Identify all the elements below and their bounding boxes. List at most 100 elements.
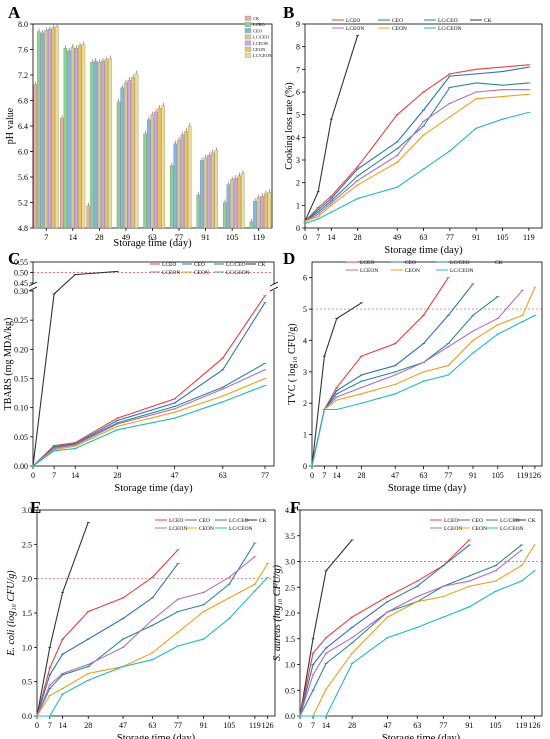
legend: LCEO CEO LC/CEO CK LCEON CEON LC/CEON xyxy=(150,262,266,276)
bar-ceon xyxy=(51,27,56,229)
x-tick-label: 7 xyxy=(322,471,326,480)
legend-label-lc-ceo: LC/CEO xyxy=(500,518,520,524)
bar-ceo xyxy=(67,50,71,229)
series-line-lc-ceon xyxy=(32,384,266,467)
x-tick-label: 63 xyxy=(419,471,427,480)
x-tick-label: 49 xyxy=(393,233,401,242)
x-tick-label: 63 xyxy=(420,233,428,242)
legend-swatch-ceon xyxy=(244,46,252,52)
y-tick-label: 0.20 xyxy=(14,345,28,354)
y-axis-label: TVC ( log₁₀ CFU/g) xyxy=(287,323,298,404)
bar-ck xyxy=(33,84,38,229)
bar-lc-ceo xyxy=(150,114,155,229)
legend-swatch-lc-ceo xyxy=(244,34,252,40)
axis-break-mask xyxy=(29,284,37,290)
bar-lc-ceo xyxy=(177,139,181,229)
x-tick-label: 28 xyxy=(113,471,121,480)
bar-ceo xyxy=(40,32,45,229)
series-line-lceon xyxy=(32,369,266,467)
legend-swatch-ck xyxy=(244,15,252,21)
series-line-ceon xyxy=(36,563,269,717)
x-tick-label: 91 xyxy=(469,471,477,480)
y-tick-label: 6.4 xyxy=(18,122,28,131)
x-tick-label: 77 xyxy=(444,471,452,480)
series-line-lceo xyxy=(304,64,529,222)
bar-lc-ceon xyxy=(81,44,86,229)
legend-label-ceon: CEON xyxy=(194,270,209,276)
axis-break-mark xyxy=(269,286,279,292)
bar-lceo xyxy=(249,221,254,229)
y-tick-label: 6.8 xyxy=(18,97,28,106)
series-line-lceo xyxy=(299,539,470,717)
y-tick-label: 0.5 xyxy=(285,686,295,695)
x-tick-label: 7 xyxy=(48,721,52,730)
bar-ck xyxy=(86,205,91,229)
x-tick-label: 0 xyxy=(31,471,35,480)
bar-lc-ceon xyxy=(241,173,245,229)
panel-label-f: F xyxy=(290,498,300,517)
series-line-lc-ceon xyxy=(304,111,529,224)
y-tick-label: 0.0 xyxy=(285,712,295,721)
y-tick-label: 3.5 xyxy=(285,532,295,541)
legend-label-lceon: LCEON xyxy=(169,526,187,532)
legend-label-lc-ceon: LC/CEON xyxy=(450,268,474,274)
x-tick-label: 7 xyxy=(52,471,56,480)
bar-lc-ceon xyxy=(55,26,59,229)
legend-label-lceon: LCEON xyxy=(360,268,378,274)
y-tick-label: 7 xyxy=(296,65,300,74)
y-tick-label: 8.0 xyxy=(18,20,28,29)
legend-label-ck: CK xyxy=(258,262,266,268)
x-tick-label: 126 xyxy=(262,721,274,730)
series-line-ck xyxy=(304,35,359,222)
bar-lceo xyxy=(90,62,94,229)
x-tick-label: 63 xyxy=(148,721,156,730)
bar-lc-ceo xyxy=(203,157,208,229)
x-tick-label: 0 xyxy=(35,721,39,730)
y-tick-label: 0 xyxy=(296,224,300,233)
series-line-lc-ceo xyxy=(311,296,499,467)
x-tick-label: 63 xyxy=(413,721,421,730)
bar-ceo xyxy=(173,143,178,229)
y-tick-label: 7.2 xyxy=(18,71,28,80)
y-tick-label: 0.00 xyxy=(14,462,28,471)
y-tick-label: 5 xyxy=(303,305,307,314)
y-tick-label: 2 xyxy=(296,179,300,188)
y-tick-label: 6 xyxy=(303,274,307,283)
legend: LCEO CEO LC/CEO CK LCEON CEON LC/CEON xyxy=(332,18,492,32)
x-axis-label: Storage time (day) xyxy=(113,238,192,249)
axis-break-mask xyxy=(270,284,278,290)
x-tick-label: 47 xyxy=(383,721,391,730)
series-line-ck xyxy=(311,302,362,467)
x-tick-label: 0 xyxy=(303,233,307,242)
legend-label-lceo: LCEO xyxy=(169,518,183,524)
y-tick-label: 3 xyxy=(296,156,300,165)
x-tick-label: 47 xyxy=(171,471,179,480)
y-tick-label: 7.6 xyxy=(18,46,28,55)
x-tick-label: 119 xyxy=(253,232,265,242)
bar-ceon xyxy=(184,130,188,229)
bar-lc-ceo xyxy=(97,62,101,229)
legend-label-lceo: LCEO xyxy=(162,262,176,268)
x-tick-label: 14 xyxy=(69,232,78,242)
legend-label-lceo: LCEO xyxy=(360,260,374,266)
legend-label-lceon: LCEON xyxy=(162,270,180,276)
x-tick-label: 77 xyxy=(446,233,454,242)
x-tick-label: 77 xyxy=(174,721,182,730)
x-tick-label: 91 xyxy=(472,233,480,242)
y-tick-label: 1.5 xyxy=(285,635,295,644)
x-tick-label: 47 xyxy=(391,471,399,480)
bar-ceo xyxy=(120,87,124,229)
y-tick-label: 0.15 xyxy=(14,375,28,384)
x-tick-label: 7 xyxy=(44,232,48,242)
bar-lc-ceon xyxy=(267,192,272,229)
x-tick-label: 28 xyxy=(84,721,92,730)
y-tick-label: 2 xyxy=(303,399,307,408)
x-tick-label: 7 xyxy=(311,721,315,730)
y-tick-label: 1 xyxy=(296,201,300,210)
y-tick-label: 0 xyxy=(303,462,307,471)
x-tick-label: 119 xyxy=(517,471,529,480)
x-axis-label: Storage time (day) xyxy=(384,245,463,256)
x-tick-label: 14 xyxy=(59,721,67,730)
bar-lceon xyxy=(180,134,185,229)
